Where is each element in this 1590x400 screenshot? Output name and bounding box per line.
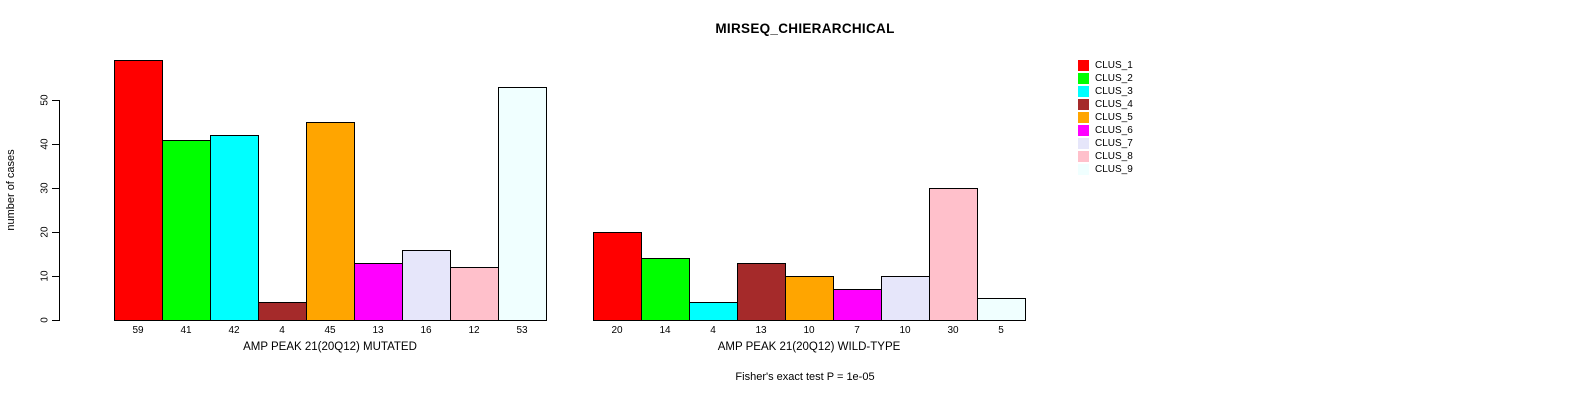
y-axis-tick bbox=[52, 320, 59, 321]
legend-row: CLUS_6 bbox=[1078, 124, 1133, 137]
bar-clus_8 bbox=[450, 267, 499, 321]
legend-label: CLUS_2 bbox=[1095, 73, 1133, 84]
bar-value-label: 13 bbox=[755, 325, 767, 336]
chart-title: MIRSEQ_CHIERARCHICAL bbox=[715, 21, 895, 36]
group-x-axis-label: AMP PEAK 21(20Q12) WILD-TYPE bbox=[717, 341, 901, 353]
bar-clus_6 bbox=[833, 289, 882, 321]
y-axis-tick-label: 10 bbox=[39, 270, 51, 282]
legend-label: CLUS_6 bbox=[1095, 125, 1133, 136]
bar-value-label: 10 bbox=[803, 325, 815, 336]
bar-clus_9 bbox=[498, 87, 547, 321]
bar-value-label: 45 bbox=[324, 325, 336, 336]
legend-label: CLUS_1 bbox=[1095, 60, 1133, 71]
bar-clus_7 bbox=[881, 276, 930, 321]
bar-value-label: 30 bbox=[947, 325, 959, 336]
legend-swatch-clus_9 bbox=[1078, 164, 1089, 175]
legend-swatch-clus_6 bbox=[1078, 125, 1089, 136]
bar-value-label: 4 bbox=[279, 325, 285, 336]
bar-value-label: 10 bbox=[899, 325, 911, 336]
y-axis-tick-label: 0 bbox=[39, 317, 51, 323]
legend-swatch-clus_4 bbox=[1078, 99, 1089, 110]
footnote: Fisher's exact test P = 1e-05 bbox=[735, 371, 875, 383]
bar-clus_5 bbox=[306, 122, 355, 321]
legend-label: CLUS_7 bbox=[1095, 138, 1133, 149]
legend-row: CLUS_8 bbox=[1078, 150, 1133, 163]
bar-clus_3 bbox=[689, 302, 738, 321]
legend-row: CLUS_7 bbox=[1078, 137, 1133, 150]
bar-clus_4 bbox=[258, 302, 307, 321]
y-axis-tick bbox=[52, 188, 59, 189]
legend-swatch-clus_1 bbox=[1078, 60, 1089, 71]
legend-row: CLUS_9 bbox=[1078, 163, 1133, 176]
legend-swatch-clus_2 bbox=[1078, 73, 1089, 84]
bar-value-label: 5 bbox=[998, 325, 1004, 336]
legend-label: CLUS_9 bbox=[1095, 164, 1133, 175]
y-axis-tick bbox=[52, 232, 59, 233]
bar-value-label: 41 bbox=[180, 325, 192, 336]
legend-swatch-clus_3 bbox=[1078, 86, 1089, 97]
bar-value-label: 12 bbox=[468, 325, 480, 336]
y-axis-tick bbox=[52, 276, 59, 277]
bar-clus_3 bbox=[210, 135, 259, 321]
bar-value-label: 7 bbox=[854, 325, 860, 336]
y-axis-tick bbox=[52, 100, 59, 101]
bar-clus_1 bbox=[114, 60, 163, 321]
bar-clus_8 bbox=[929, 188, 978, 321]
legend-swatch-clus_8 bbox=[1078, 151, 1089, 162]
legend-label: CLUS_3 bbox=[1095, 86, 1133, 97]
bar-value-label: 20 bbox=[611, 325, 623, 336]
bar-value-label: 16 bbox=[420, 325, 432, 336]
legend-row: CLUS_1 bbox=[1078, 59, 1133, 72]
y-axis-tick bbox=[52, 144, 59, 145]
bar-value-label: 53 bbox=[516, 325, 528, 336]
legend-row: CLUS_4 bbox=[1078, 98, 1133, 111]
bar-value-label: 14 bbox=[659, 325, 671, 336]
bar-clus_1 bbox=[593, 232, 642, 321]
bar-clus_7 bbox=[402, 250, 451, 321]
bar-value-label: 59 bbox=[132, 325, 144, 336]
legend-label: CLUS_5 bbox=[1095, 112, 1133, 123]
bar-value-label: 13 bbox=[372, 325, 384, 336]
bar-clus_2 bbox=[162, 140, 211, 321]
legend-row: CLUS_5 bbox=[1078, 111, 1133, 124]
bar-value-label: 42 bbox=[228, 325, 240, 336]
bar-clus_5 bbox=[785, 276, 834, 321]
legend-label: CLUS_8 bbox=[1095, 151, 1133, 162]
y-axis-tick-label: 50 bbox=[39, 94, 51, 106]
legend-label: CLUS_4 bbox=[1095, 99, 1133, 110]
bar-value-label: 4 bbox=[710, 325, 716, 336]
legend-row: CLUS_2 bbox=[1078, 72, 1133, 85]
y-axis-tick-label: 20 bbox=[39, 226, 51, 238]
y-axis-tick-label: 40 bbox=[39, 138, 51, 150]
group-x-axis-label: AMP PEAK 21(20Q12) MUTATED bbox=[243, 341, 417, 353]
bar-clus_2 bbox=[641, 258, 690, 321]
y-axis-tick-label: 30 bbox=[39, 182, 51, 194]
legend-row: CLUS_3 bbox=[1078, 85, 1133, 98]
legend-swatch-clus_7 bbox=[1078, 138, 1089, 149]
bar-clus_6 bbox=[354, 263, 403, 321]
y-axis-line bbox=[59, 100, 60, 321]
legend-swatch-clus_5 bbox=[1078, 112, 1089, 123]
bar-clus_4 bbox=[737, 263, 786, 321]
bar-clus_9 bbox=[977, 298, 1026, 321]
y-axis-label: number of cases bbox=[5, 149, 17, 231]
legend: CLUS_1 CLUS_2 CLUS_3 CLUS_4 CLUS_5 CLUS_6 CLUS… bbox=[1078, 59, 1133, 176]
